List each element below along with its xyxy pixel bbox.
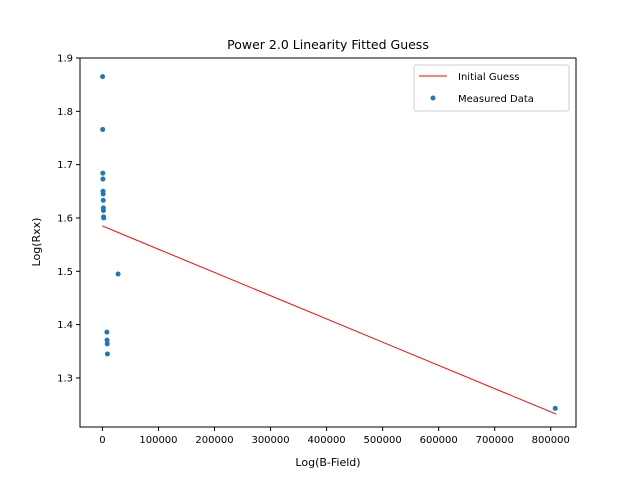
x-tick-label: 500000 <box>364 435 402 446</box>
measured-data-point <box>100 126 106 132</box>
y-tick-label: 1.5 <box>57 267 73 278</box>
initial-guess-line <box>102 225 557 415</box>
y-tick-label: 1.4 <box>57 320 73 331</box>
measured-data-point <box>104 329 110 335</box>
plot-area <box>100 74 558 415</box>
measured-data-point <box>104 351 110 357</box>
measured-data-point <box>100 74 106 80</box>
x-axis: 0 100000 200000 300000 400000 500000 600000 700… <box>99 427 570 446</box>
legend-label-initial-guess: Initial Guess <box>458 72 520 83</box>
y-tick-label: 1.9 <box>57 54 73 65</box>
x-tick-label: 100000 <box>139 435 177 446</box>
x-tick-label: 200000 <box>195 435 233 446</box>
chart-title: Power 2.0 Linearity Fitted Guess <box>227 37 429 52</box>
measured-data-point <box>100 208 106 214</box>
measured-data-point <box>100 176 106 182</box>
y-axis-label: Log(Rxx) <box>30 218 43 267</box>
y-tick-label: 1.6 <box>57 213 73 224</box>
measured-data-point <box>100 197 106 203</box>
x-tick-label: 600000 <box>420 435 458 446</box>
measured-data-point <box>100 170 106 176</box>
measured-data-point <box>101 215 107 221</box>
measured-data-point <box>115 271 121 277</box>
measured-data-point <box>104 341 110 347</box>
measured-data-point <box>100 191 106 197</box>
y-tick-label: 1.7 <box>57 160 73 171</box>
x-tick-label: 300000 <box>251 435 289 446</box>
legend-label-measured-data: Measured Data <box>458 94 534 105</box>
x-axis-label: Log(B-Field) <box>295 456 360 469</box>
y-axis: 1.3 1.4 1.5 1.6 1.7 1.8 1.9 <box>57 54 80 384</box>
y-tick-label: 1.8 <box>57 107 73 118</box>
measured-data-point <box>552 405 558 411</box>
y-tick-label: 1.3 <box>57 373 73 384</box>
x-tick-label: 0 <box>99 435 105 446</box>
x-tick-label: 400000 <box>308 435 346 446</box>
axes-frame <box>79 57 577 428</box>
legend: Initial Guess Measured Data <box>413 64 570 112</box>
measured-data-point <box>104 337 110 343</box>
legend-box <box>413 64 570 112</box>
x-tick-label: 700000 <box>476 435 514 446</box>
x-tick-label: 800000 <box>532 435 570 446</box>
legend-marker-swatch <box>430 95 436 101</box>
